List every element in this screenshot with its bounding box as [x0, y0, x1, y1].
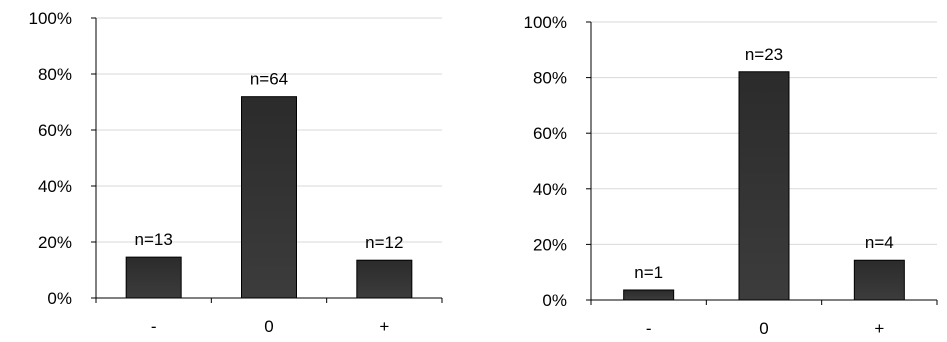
y-tick-label: 40%	[533, 180, 567, 199]
data-label: n=4	[865, 233, 894, 252]
chart-right: 0% 20% 40% 60% 80% 100% n=1 - n=23 0 n=4 +	[524, 13, 938, 338]
x-category-label: -	[646, 319, 652, 338]
y-tick-label: 100%	[524, 13, 567, 32]
bar-1	[623, 289, 675, 301]
y-tick-label: 0%	[47, 289, 72, 308]
bar-2	[738, 71, 790, 301]
data-label: n=13	[135, 230, 173, 249]
y-tick-label: 80%	[533, 69, 567, 88]
bar-3	[853, 259, 905, 301]
data-label: n=1	[634, 263, 663, 282]
y-tick-label: 20%	[533, 235, 567, 254]
y-tick-label: 60%	[533, 124, 567, 143]
bar-1	[125, 256, 182, 299]
x-category-label: -	[151, 317, 157, 336]
y-tick-label: 100%	[29, 9, 72, 28]
x-category-label: +	[379, 317, 389, 336]
chart-left: 0% 20% 40% 60% 80% 100% n=13 - n=64 0 n=12 +	[29, 9, 443, 336]
y-tick-label: 0%	[542, 291, 567, 310]
data-label: n=64	[250, 70, 288, 89]
data-label: n=12	[365, 233, 403, 252]
bar-3	[356, 259, 413, 299]
x-category-label: 0	[759, 319, 768, 338]
y-tick-label: 60%	[38, 121, 72, 140]
x-category-label: +	[874, 319, 884, 338]
bar-2	[241, 96, 297, 299]
y-tick-label: 80%	[38, 65, 72, 84]
y-tick-label: 20%	[38, 233, 72, 252]
y-tick-label: 40%	[38, 177, 72, 196]
x-category-label: 0	[264, 317, 273, 336]
data-label: n=23	[745, 45, 783, 64]
